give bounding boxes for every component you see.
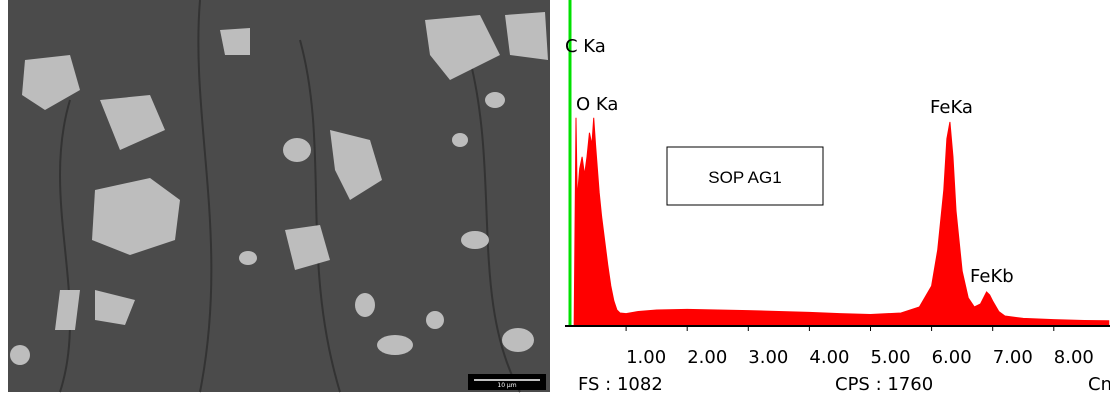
footer-text: CPS : 1760 <box>835 374 933 395</box>
peak-label: O Ka <box>576 94 618 115</box>
peak-label: C Ka <box>565 36 606 57</box>
sem-particles <box>10 12 548 365</box>
scale-bar-label: 10 μm <box>497 382 516 389</box>
sem-micrograph: 10 μm <box>8 0 550 393</box>
sem-crease <box>59 0 521 393</box>
x-tick-label: 4.00 <box>809 347 849 368</box>
x-tick-label: 1.00 <box>626 347 666 368</box>
peak-label: FeKb <box>970 266 1014 287</box>
x-tick-label: 5.00 <box>870 347 910 368</box>
x-tick-label: 3.00 <box>748 347 788 368</box>
scale-bar-box <box>468 374 546 390</box>
x-tick-label: 6.00 <box>932 347 972 368</box>
label-box <box>666 146 824 206</box>
x-tick-label: 8.00 <box>1054 347 1094 368</box>
peak-label: FeKa <box>930 97 973 118</box>
footer-text: Cnt <box>1088 374 1110 395</box>
x-tick-label: 2.00 <box>687 347 727 368</box>
spectrum-area <box>573 117 1110 326</box>
footer-text: FS : 1082 <box>578 374 663 395</box>
x-tick-label: 7.00 <box>993 347 1033 368</box>
sample-label: SOP AG1 <box>708 168 781 187</box>
